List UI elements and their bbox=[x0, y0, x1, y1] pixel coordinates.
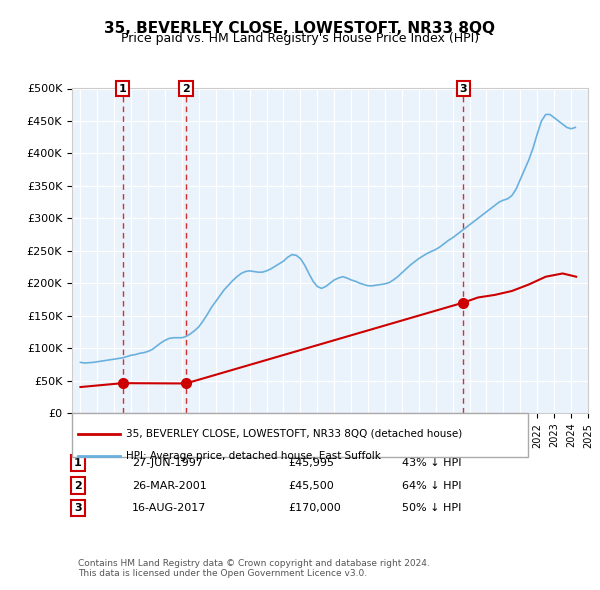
Text: HPI: Average price, detached house, East Suffolk: HPI: Average price, detached house, East… bbox=[126, 451, 381, 461]
Text: Price paid vs. HM Land Registry's House Price Index (HPI): Price paid vs. HM Land Registry's House … bbox=[121, 32, 479, 45]
Text: 2: 2 bbox=[74, 481, 82, 490]
Text: 35, BEVERLEY CLOSE, LOWESTOFT, NR33 8QQ (detached house): 35, BEVERLEY CLOSE, LOWESTOFT, NR33 8QQ … bbox=[126, 429, 462, 438]
Text: 2: 2 bbox=[182, 84, 190, 93]
Text: 1: 1 bbox=[119, 84, 127, 93]
Text: 43% ↓ HPI: 43% ↓ HPI bbox=[402, 458, 461, 468]
Text: 26-MAR-2001: 26-MAR-2001 bbox=[132, 481, 207, 490]
Text: 35, BEVERLEY CLOSE, LOWESTOFT, NR33 8QQ: 35, BEVERLEY CLOSE, LOWESTOFT, NR33 8QQ bbox=[104, 21, 496, 35]
Text: Contains HM Land Registry data © Crown copyright and database right 2024.
This d: Contains HM Land Registry data © Crown c… bbox=[78, 559, 430, 578]
Text: 64% ↓ HPI: 64% ↓ HPI bbox=[402, 481, 461, 490]
Text: 1: 1 bbox=[74, 458, 82, 468]
Text: 50% ↓ HPI: 50% ↓ HPI bbox=[402, 503, 461, 513]
Text: 16-AUG-2017: 16-AUG-2017 bbox=[132, 503, 206, 513]
Text: 3: 3 bbox=[460, 84, 467, 93]
Text: £45,995: £45,995 bbox=[288, 458, 334, 468]
Text: £45,500: £45,500 bbox=[288, 481, 334, 490]
Text: £170,000: £170,000 bbox=[288, 503, 341, 513]
Text: 3: 3 bbox=[74, 503, 82, 513]
Text: 35, BEVERLEY CLOSE, LOWESTOFT, NR33 8QQ (detached house): 35, BEVERLEY CLOSE, LOWESTOFT, NR33 8QQ … bbox=[126, 429, 462, 438]
Text: 27-JUN-1997: 27-JUN-1997 bbox=[132, 458, 203, 468]
Text: HPI: Average price, detached house, East Suffolk: HPI: Average price, detached house, East… bbox=[126, 451, 381, 461]
